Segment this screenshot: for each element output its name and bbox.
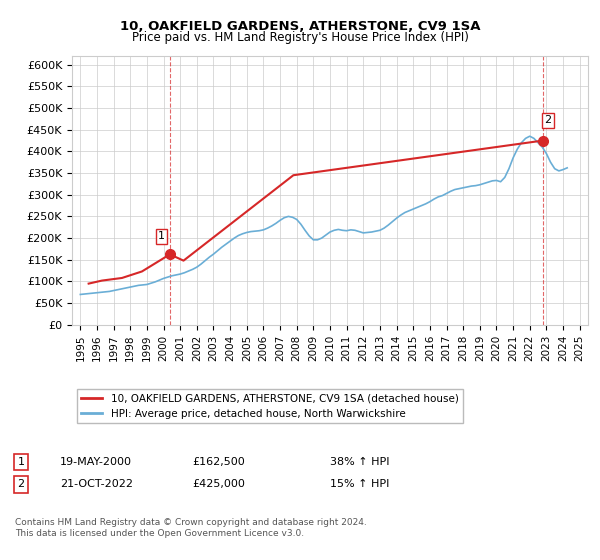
Text: 1: 1	[158, 231, 165, 241]
Text: 1: 1	[17, 457, 25, 467]
Text: 21-OCT-2022: 21-OCT-2022	[60, 479, 133, 489]
Text: 19-MAY-2000: 19-MAY-2000	[60, 457, 132, 467]
Text: 2: 2	[17, 479, 25, 489]
Text: 10, OAKFIELD GARDENS, ATHERSTONE, CV9 1SA: 10, OAKFIELD GARDENS, ATHERSTONE, CV9 1S…	[120, 20, 480, 32]
Text: 2: 2	[544, 115, 551, 125]
Text: 15% ↑ HPI: 15% ↑ HPI	[330, 479, 389, 489]
Text: £425,000: £425,000	[192, 479, 245, 489]
Legend: 10, OAKFIELD GARDENS, ATHERSTONE, CV9 1SA (detached house), HPI: Average price, : 10, OAKFIELD GARDENS, ATHERSTONE, CV9 1S…	[77, 389, 463, 423]
Text: Contains HM Land Registry data © Crown copyright and database right 2024.
This d: Contains HM Land Registry data © Crown c…	[15, 518, 367, 538]
Text: 38% ↑ HPI: 38% ↑ HPI	[330, 457, 389, 467]
Text: £162,500: £162,500	[192, 457, 245, 467]
Text: Price paid vs. HM Land Registry's House Price Index (HPI): Price paid vs. HM Land Registry's House …	[131, 31, 469, 44]
